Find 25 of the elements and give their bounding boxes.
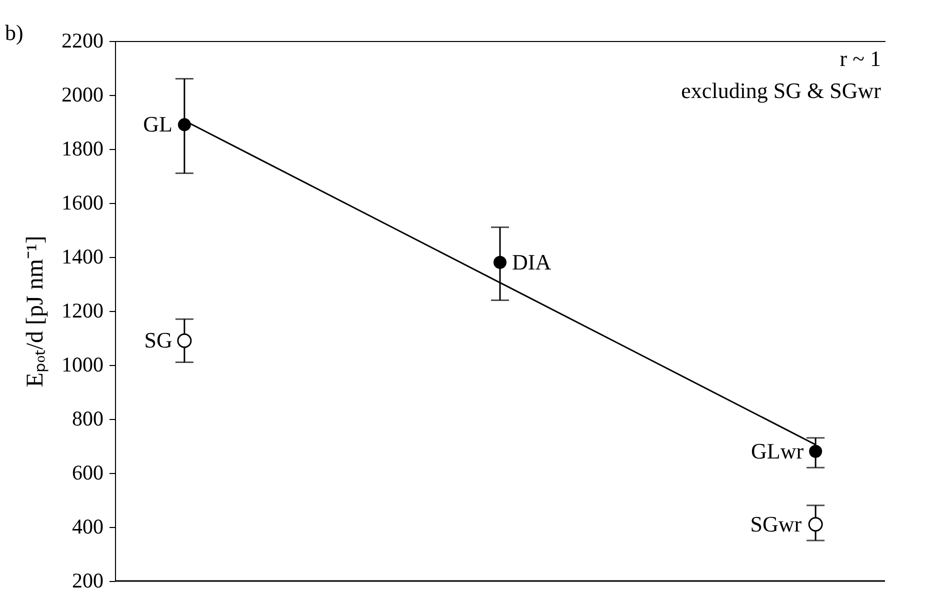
annotation: DIA <box>512 249 552 274</box>
point <box>178 118 191 132</box>
y-tick-label: 2200 <box>62 28 104 52</box>
point <box>493 256 507 269</box>
y-axis-title: Eₚₒₜ/d [pJ nm⁻¹] <box>22 236 48 388</box>
y-tick-label: 800 <box>72 406 104 430</box>
y-tick-label: 400 <box>72 514 104 538</box>
point <box>809 444 822 458</box>
y-tick-label: 200 <box>72 568 104 592</box>
y-tick-label: 1600 <box>62 190 104 214</box>
y-tick-label: 1400 <box>62 244 104 268</box>
text: b) <box>5 20 24 45</box>
point <box>177 333 192 348</box>
y-tick-label: 600 <box>72 460 104 484</box>
annotation: GL <box>143 112 172 137</box>
annotation: SG <box>144 328 173 353</box>
annotation: r ~ 1 <box>840 46 881 71</box>
annotation: excluding SG & SGwr <box>681 78 882 103</box>
y-tick-label: 1800 <box>62 136 104 160</box>
y-tick-label: 1000 <box>62 352 104 376</box>
annotation: SGwr <box>750 511 802 536</box>
point <box>808 517 823 532</box>
annotation: GLwr <box>751 438 804 464</box>
y-tick-label: 1200 <box>62 298 104 322</box>
y-tick-label: 2000 <box>62 82 104 106</box>
